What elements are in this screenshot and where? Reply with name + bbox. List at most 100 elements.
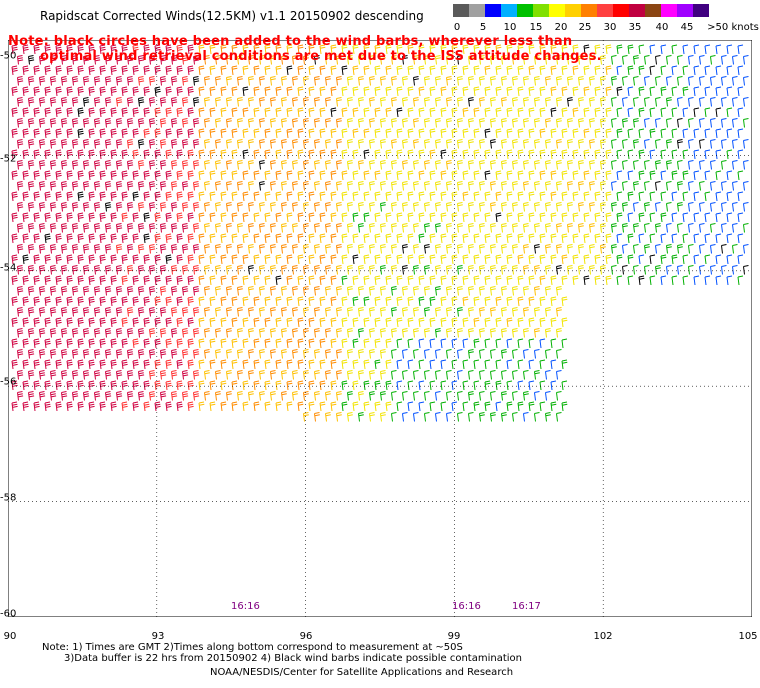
wind-barb bbox=[550, 380, 557, 391]
lat-lon-grid bbox=[8, 40, 752, 617]
wind-barb bbox=[237, 97, 243, 107]
wind-barb bbox=[116, 265, 123, 275]
colorbar-label: 0 bbox=[453, 22, 461, 33]
wind-barb bbox=[556, 265, 562, 275]
wind-barb bbox=[33, 86, 40, 97]
wind-barb bbox=[413, 160, 419, 170]
wind-barb bbox=[671, 170, 678, 181]
wind-barb bbox=[512, 76, 518, 86]
wind-barb bbox=[99, 275, 106, 286]
wind-barb bbox=[110, 212, 117, 223]
wind-barb bbox=[72, 328, 79, 338]
wind-barb bbox=[611, 181, 617, 191]
wind-barb bbox=[83, 265, 90, 275]
wind-barb bbox=[682, 128, 689, 139]
wind-barb bbox=[583, 233, 590, 244]
wind-barb bbox=[550, 149, 557, 160]
wind-barb bbox=[215, 244, 221, 254]
wind-barb bbox=[292, 328, 298, 338]
wind-barb bbox=[176, 149, 183, 160]
wind-barb bbox=[435, 139, 441, 149]
wind-barb bbox=[22, 86, 29, 97]
wind-barb bbox=[22, 149, 29, 160]
wind-barb bbox=[143, 170, 150, 181]
wind-barb bbox=[479, 118, 485, 128]
wind-barb bbox=[110, 275, 117, 286]
wind-barb bbox=[682, 191, 689, 202]
wind-barb bbox=[66, 44, 73, 55]
wind-barb bbox=[710, 76, 716, 86]
wind-barb bbox=[374, 359, 381, 370]
wind-barb bbox=[99, 191, 106, 202]
wind-barb bbox=[677, 202, 683, 212]
wind-barb bbox=[116, 391, 123, 401]
wind-barb bbox=[88, 65, 95, 76]
wind-barb bbox=[330, 170, 337, 181]
wind-barb bbox=[352, 149, 359, 160]
wind-barb bbox=[710, 181, 716, 191]
wind-barb bbox=[270, 265, 276, 275]
wind-barb bbox=[17, 370, 24, 380]
wind-barb bbox=[402, 307, 408, 317]
wind-barb bbox=[396, 296, 403, 307]
wind-barb bbox=[600, 118, 606, 128]
wind-barb bbox=[187, 65, 194, 76]
wind-barb bbox=[149, 76, 156, 86]
wind-barb bbox=[220, 149, 227, 160]
wind-barb bbox=[627, 128, 634, 139]
wind-barb bbox=[347, 55, 353, 65]
wind-barb bbox=[352, 128, 359, 139]
wind-barb bbox=[319, 380, 326, 391]
wind-barb bbox=[28, 391, 35, 401]
wind-barb bbox=[583, 170, 590, 181]
wind-barb bbox=[479, 370, 485, 380]
wind-barb bbox=[391, 307, 397, 317]
wind-barb bbox=[132, 128, 139, 139]
wind-barb bbox=[457, 286, 463, 296]
wind-barb bbox=[600, 97, 606, 107]
wind-barb bbox=[55, 401, 62, 412]
wind-barb bbox=[655, 265, 661, 275]
wind-barb bbox=[17, 223, 24, 233]
wind-barb bbox=[77, 191, 84, 202]
wind-barb bbox=[468, 181, 474, 191]
wind-barb bbox=[528, 233, 535, 244]
wind-barb bbox=[545, 244, 551, 254]
wind-barb bbox=[506, 212, 513, 223]
wind-barb bbox=[473, 296, 480, 307]
wind-barb bbox=[534, 349, 540, 359]
wind-barb bbox=[363, 338, 370, 349]
wind-barb bbox=[143, 44, 150, 55]
wind-barb bbox=[77, 296, 84, 307]
wind-barb bbox=[187, 401, 194, 412]
wind-barb bbox=[572, 44, 579, 55]
wind-barb bbox=[473, 275, 480, 286]
wind-barb bbox=[402, 349, 408, 359]
wind-barb bbox=[418, 275, 425, 286]
wind-barb bbox=[561, 191, 568, 202]
wind-barb bbox=[28, 307, 35, 317]
wind-barb bbox=[644, 139, 650, 149]
wind-barb bbox=[11, 86, 18, 97]
wind-barb bbox=[567, 97, 573, 107]
wind-barb bbox=[374, 44, 381, 55]
wind-barb bbox=[270, 307, 276, 317]
wind-barb bbox=[611, 118, 617, 128]
wind-barb bbox=[462, 191, 469, 202]
wind-barb bbox=[369, 307, 375, 317]
wind-barb bbox=[259, 160, 265, 170]
wind-barb bbox=[490, 139, 496, 149]
wind-barb bbox=[396, 149, 403, 160]
wind-barb bbox=[523, 370, 529, 380]
wind-barb bbox=[330, 149, 337, 160]
wind-barb bbox=[528, 65, 535, 76]
wind-barb bbox=[270, 76, 276, 86]
wind-barb bbox=[484, 338, 491, 349]
wind-barb bbox=[198, 149, 205, 160]
wind-barb bbox=[495, 65, 502, 76]
wind-barb bbox=[132, 149, 139, 160]
wind-barb bbox=[314, 118, 320, 128]
wind-barb bbox=[468, 286, 474, 296]
wind-barb bbox=[583, 212, 590, 223]
wind-barb bbox=[149, 349, 156, 359]
